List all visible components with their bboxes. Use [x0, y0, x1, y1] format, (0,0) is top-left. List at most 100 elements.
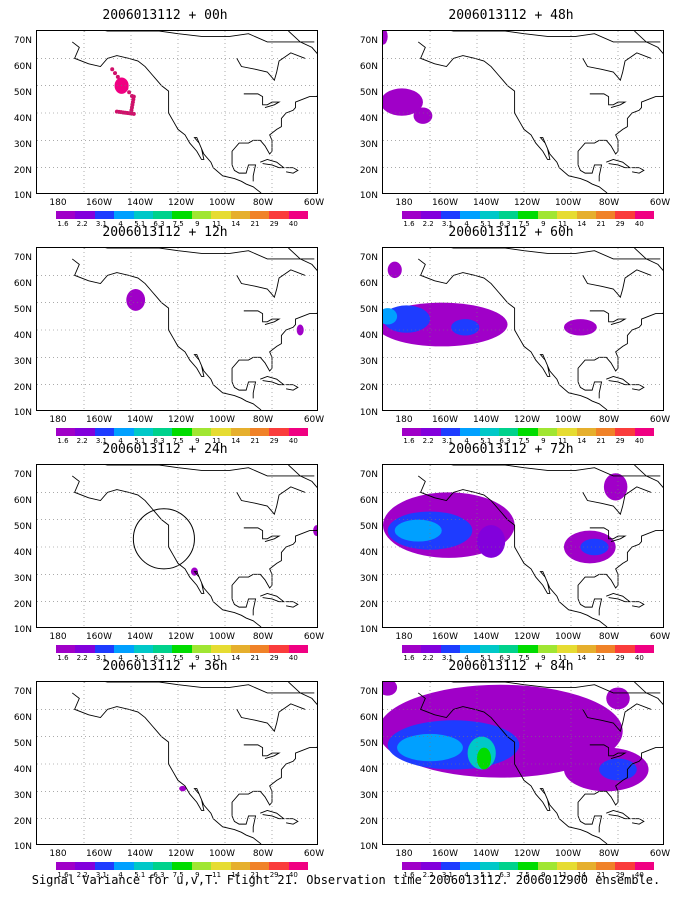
lat-label: 70N: [13, 36, 32, 46]
lon-label: 100W: [208, 198, 236, 208]
lon-label: 80W: [598, 415, 620, 425]
map-area: [36, 247, 318, 411]
lat-label: 70N: [359, 253, 378, 263]
lat-label: 20N: [359, 383, 378, 393]
colorbar-label: 3.1: [441, 871, 453, 879]
lat-label: 30N: [13, 140, 32, 150]
lat-label: 40N: [359, 548, 378, 558]
panel-36h: 2006013112 + 36h 70N 60N 50N 40N 30N 20N 10N 180…: [0, 659, 330, 879]
panel-title: 2006013112 + 72h: [448, 442, 574, 457]
colorbar-swatch: [518, 428, 538, 436]
colorbar-label: 6.3: [153, 437, 165, 445]
colorbar-swatch: [402, 211, 422, 219]
colorbar-label: 7.5: [172, 871, 184, 879]
lon-label: 80W: [252, 415, 274, 425]
colorbar-label: 11: [558, 437, 568, 445]
lon-label: 80W: [598, 849, 620, 859]
colorbar-swatch: [537, 862, 558, 870]
lon-label: 120W: [167, 632, 195, 642]
coastline: [288, 682, 317, 705]
colorbar-swatch: [576, 211, 596, 219]
coastline: [634, 248, 663, 271]
colorbar: [402, 645, 655, 653]
colorbar: [56, 862, 309, 870]
colorbar-label: 5.1: [480, 437, 492, 445]
colorbar-label: 40: [288, 654, 298, 662]
lon-label: 160W: [431, 198, 459, 208]
coastline: [606, 592, 632, 603]
coastline: [286, 167, 299, 174]
map-area: [36, 464, 318, 628]
lon-label: 180: [49, 198, 67, 208]
colorbar-label: 4: [464, 654, 469, 662]
colorbar-swatch: [615, 645, 635, 653]
colorbar-swatch: [152, 211, 173, 219]
observation-point: [131, 94, 136, 99]
colorbar-swatch: [460, 645, 480, 653]
colorbar-label: 3.1: [95, 220, 107, 228]
colorbar-swatch: [557, 862, 577, 870]
lat-label: 50N: [13, 305, 32, 315]
lon-label: 180: [49, 632, 67, 642]
observation-point: [110, 67, 115, 72]
colorbar-swatch: [269, 645, 289, 653]
lon-label: 160W: [85, 415, 113, 425]
colorbar-label: 6.3: [499, 220, 511, 228]
colorbar-label: 29: [615, 220, 625, 228]
map-canvas: [383, 248, 663, 410]
colorbar-swatch: [460, 211, 480, 219]
colorbar-swatch: [191, 428, 212, 436]
colorbar-swatch: [498, 428, 519, 436]
colorbar-label: 9: [541, 220, 546, 228]
lon-label: 180: [395, 415, 413, 425]
map-canvas: [37, 465, 317, 627]
coastline: [634, 31, 663, 54]
colorbar-swatch: [615, 211, 635, 219]
lat-label: 50N: [359, 88, 378, 98]
lat-label: 30N: [13, 791, 32, 801]
lon-label: 140W: [472, 849, 500, 859]
coastline: [236, 703, 306, 733]
colorbar-swatch: [172, 862, 192, 870]
colorbar: [402, 862, 655, 870]
coastline: [231, 598, 257, 616]
colorbar-label: 4: [118, 871, 123, 879]
colorbar-swatch: [402, 645, 422, 653]
colorbar-label: 9: [195, 220, 200, 228]
coastline: [84, 248, 315, 260]
colorbar-label: 29: [269, 654, 279, 662]
panel-title: 2006013112 + 24h: [102, 442, 228, 457]
coastline: [606, 375, 632, 386]
lat-label: 10N: [13, 408, 32, 418]
lon-label: 80W: [598, 198, 620, 208]
colorbar-label: 7.5: [518, 220, 530, 228]
colorbar-swatch: [557, 645, 577, 653]
colorbar-label: 4: [118, 437, 123, 445]
lon-label: 180: [395, 198, 413, 208]
variance-region: [126, 289, 146, 311]
colorbar-label: 3.1: [95, 871, 107, 879]
colorbar-label: 1.6: [57, 437, 69, 445]
lat-label: 50N: [359, 739, 378, 749]
coastline: [71, 258, 262, 410]
colorbar-swatch: [152, 645, 173, 653]
lat-label: 30N: [13, 357, 32, 367]
map-canvas: [37, 31, 317, 193]
lat-label: 20N: [13, 600, 32, 610]
colorbar-label: 21: [596, 220, 606, 228]
observation-point: [113, 71, 118, 76]
colorbar-label: 6.3: [499, 654, 511, 662]
coastline: [231, 164, 257, 182]
lat-label: 10N: [13, 625, 32, 635]
map-canvas: [37, 248, 317, 410]
colorbar-label: 29: [269, 871, 279, 879]
lat-label: 60N: [359, 279, 378, 289]
lon-label: 80W: [252, 198, 274, 208]
lat-label: 70N: [13, 253, 32, 263]
lat-label: 50N: [13, 88, 32, 98]
colorbar-label: 14: [231, 437, 241, 445]
colorbar-label: 40: [288, 871, 298, 879]
colorbar-swatch: [249, 645, 270, 653]
colorbar-label: 9: [195, 437, 200, 445]
coastline: [417, 692, 608, 844]
